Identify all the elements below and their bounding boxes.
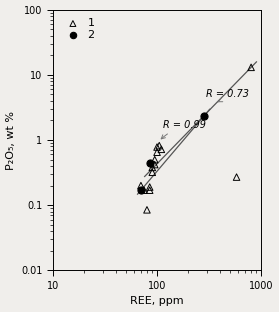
2: [201, 114, 206, 119]
1: [139, 183, 143, 188]
Text: R = 0.73: R = 0.73: [206, 90, 249, 102]
1: [153, 162, 157, 167]
1: [155, 144, 159, 149]
Text: R = 0.99: R = 0.99: [161, 119, 206, 139]
1: [159, 147, 163, 152]
Legend: 1, 2: 1, 2: [59, 15, 98, 43]
1: [145, 207, 149, 212]
1: [153, 157, 157, 162]
1: [234, 175, 239, 180]
2: [148, 160, 152, 165]
1: [142, 188, 146, 193]
1: [148, 185, 152, 190]
1: [150, 170, 155, 175]
X-axis label: REE, ppm: REE, ppm: [130, 296, 184, 306]
1: [148, 188, 152, 193]
Y-axis label: P₂O₅, wt %: P₂O₅, wt %: [6, 110, 16, 169]
1: [155, 150, 159, 155]
2: [139, 188, 143, 193]
1: [157, 143, 162, 148]
1: [150, 165, 155, 170]
1: [249, 65, 253, 70]
